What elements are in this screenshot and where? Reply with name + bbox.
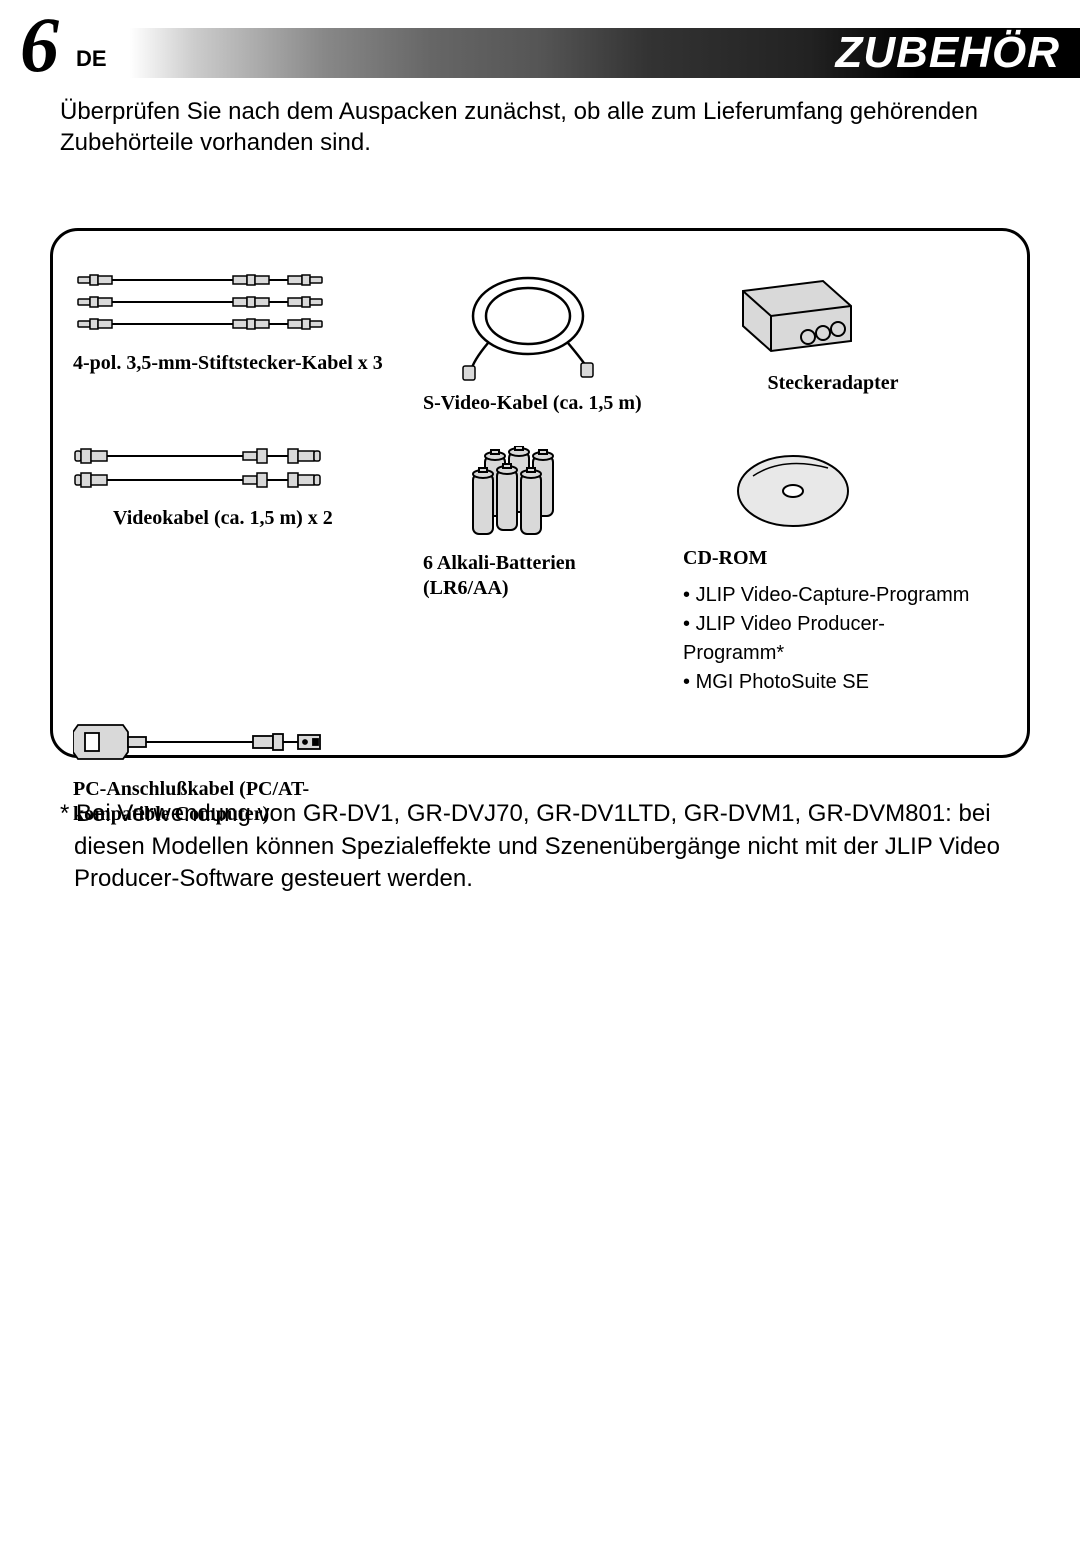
pc-cable-icon (73, 717, 333, 767)
intro-paragraph: Überprüfen Sie nach dem Auspacken zunäch… (60, 96, 1020, 158)
item-label: PC-Anschlußkabel (PC/AT-kompatible Compu… (73, 777, 403, 827)
item-label: Videokabel (ca. 1,5 m) x 2 (73, 506, 403, 531)
section-title: ZUBEHÖR (835, 28, 1060, 78)
item-label: Steckeradapter (683, 371, 983, 396)
cdrom-title: CD-ROM (683, 546, 983, 571)
item-svideo-cable: S-Video-Kabel (ca. 1,5 m) (423, 271, 663, 416)
item-label: S-Video-Kabel (ca. 1,5 m) (423, 391, 663, 416)
page-number: 6 (20, 0, 59, 90)
language-code: DE (76, 46, 107, 72)
accessories-box: 4-pol. 3,5-mm-Stiftstecker-Kabel x 3 S-V… (50, 228, 1030, 758)
cdrom-icon (733, 446, 853, 536)
item-batteries: 6 Alkali-Batterien (LR6/AA) (423, 446, 663, 697)
item-label: 4-pol. 3,5-mm-Stiftstecker-Kabel x 3 (73, 351, 403, 376)
page-header: 6 DE ZUBEHÖR (0, 28, 1080, 78)
item-label: 6 Alkali-Batterien (LR6/AA) (423, 551, 663, 601)
svideo-cable-icon (453, 271, 603, 381)
cdrom-contents-list: JLIP Video-Capture-Programm JLIP Video P… (683, 581, 983, 697)
item-plug-adapter: Steckeradapter (683, 271, 983, 416)
item-35mm-cables: 4-pol. 3,5-mm-Stiftstecker-Kabel x 3 (73, 271, 403, 416)
minijack-cable-icon (73, 271, 333, 341)
item-cdrom: CD-ROM JLIP Video-Capture-Programm JLIP … (683, 446, 983, 697)
item-pc-cable: PC-Anschlußkabel (PC/AT-kompatible Compu… (73, 717, 403, 827)
plug-adapter-icon (723, 271, 863, 361)
batteries-icon (463, 446, 573, 541)
item-video-cables: Videokabel (ca. 1,5 m) x 2 (73, 446, 403, 697)
list-item: JLIP Video-Capture-Programm (683, 581, 983, 610)
list-item: JLIP Video Producer-Programm* (683, 610, 983, 668)
rca-cable-icon (73, 446, 333, 496)
list-item: MGI PhotoSuite SE (683, 668, 983, 697)
